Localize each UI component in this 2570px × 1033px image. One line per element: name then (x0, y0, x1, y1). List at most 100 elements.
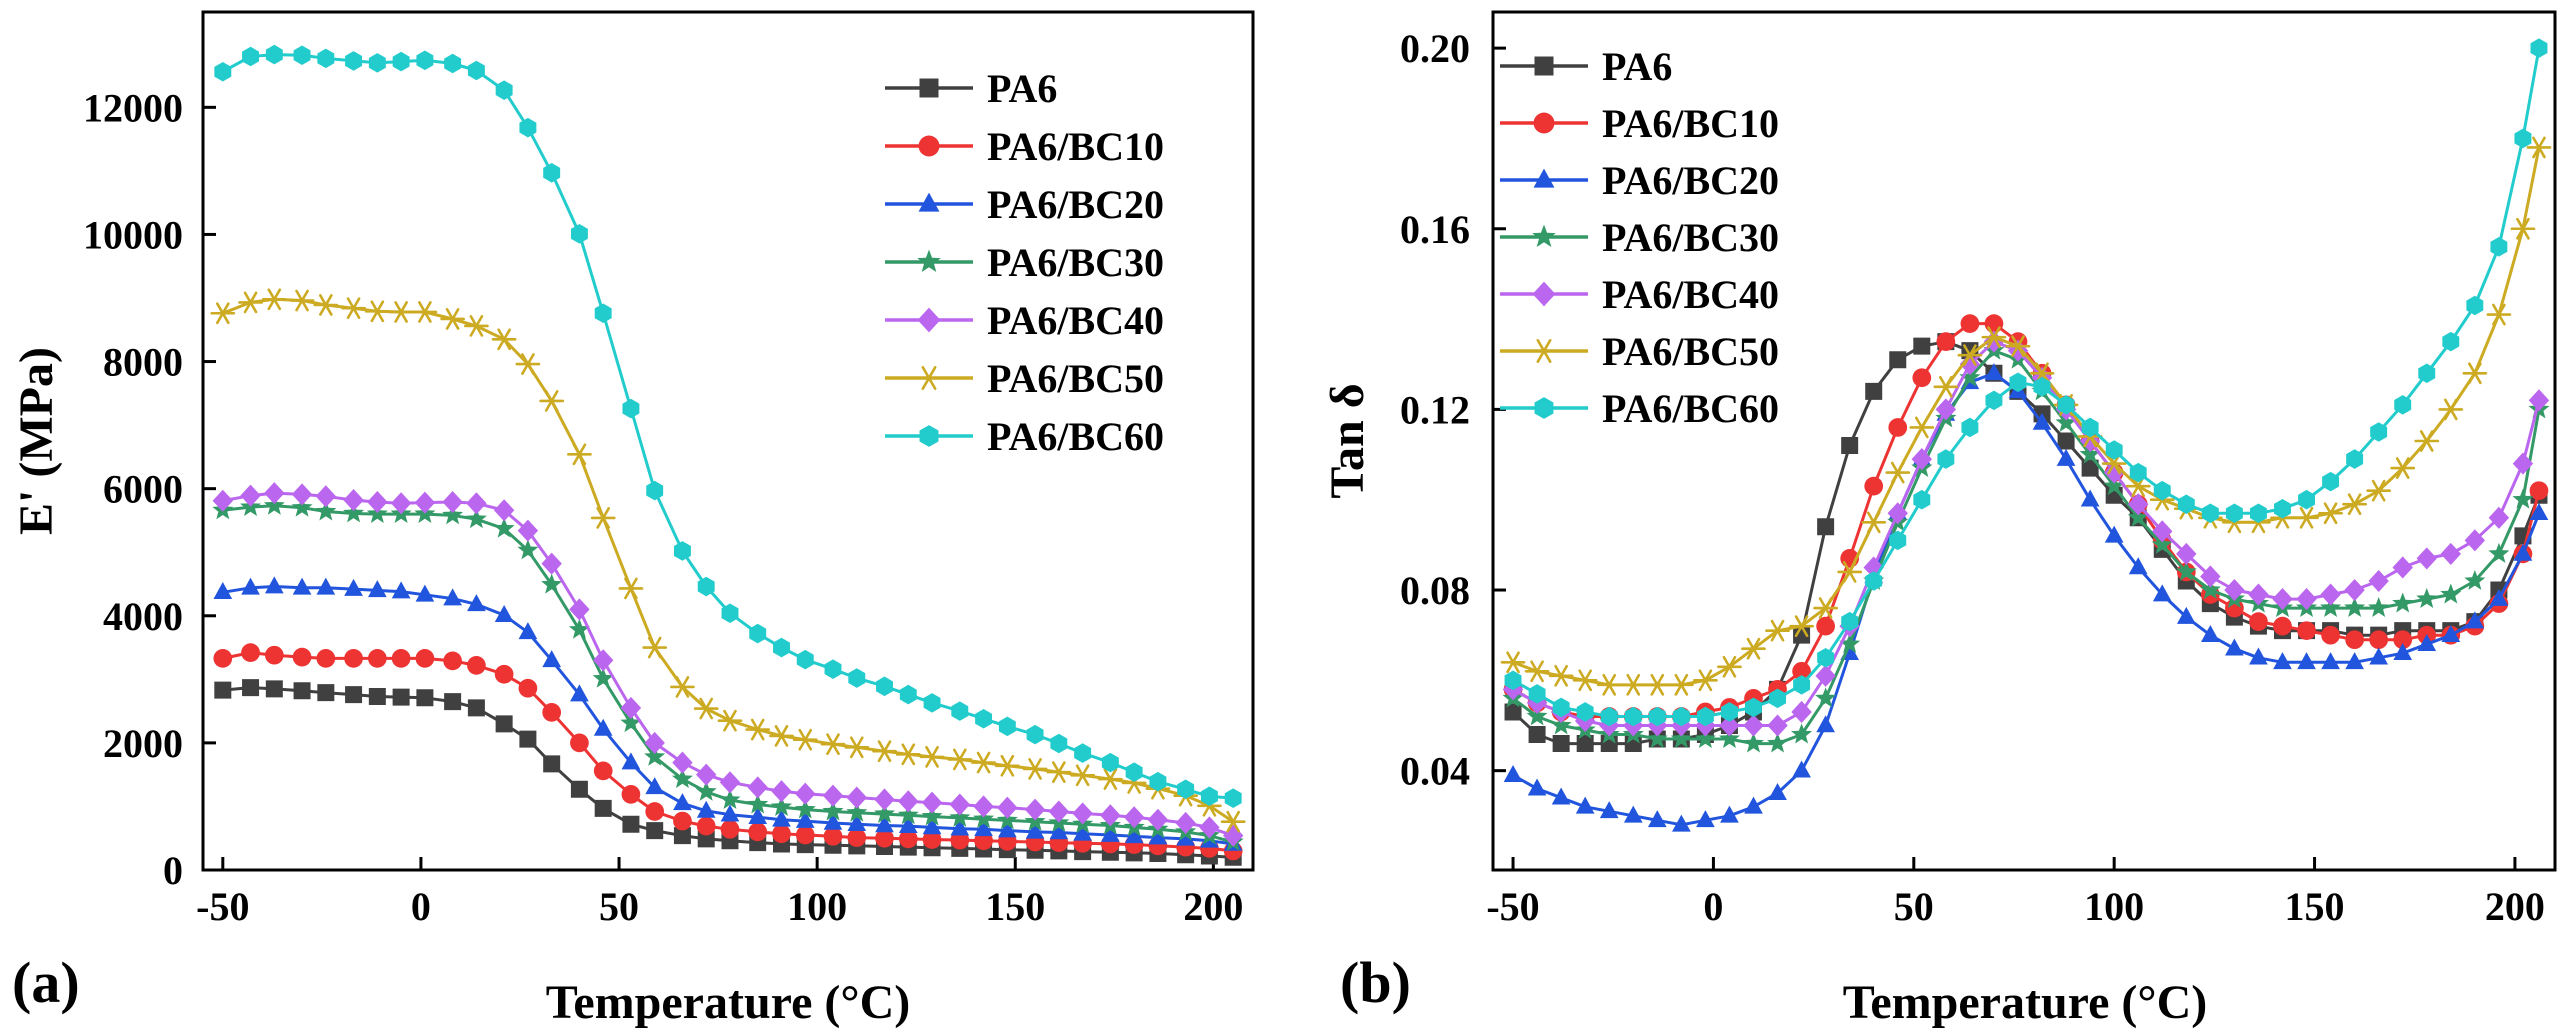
data-point (921, 791, 943, 814)
data-point (1839, 633, 1861, 654)
data-point (495, 80, 513, 100)
data-point (898, 815, 918, 833)
data-point (622, 398, 640, 419)
data-point (1528, 726, 1546, 744)
data-point (772, 824, 791, 844)
data-point (440, 308, 465, 330)
data-point (2079, 429, 2101, 453)
data-point (2128, 493, 2149, 516)
data-point (1984, 314, 2004, 333)
data-point (847, 828, 867, 847)
data-point (1224, 788, 1242, 808)
data-point (1913, 337, 1931, 355)
series-pa6-bc60 (1504, 38, 2548, 727)
data-point (673, 827, 691, 845)
data-point (2489, 588, 2509, 606)
data-point (344, 578, 363, 596)
data-point (2418, 363, 2436, 384)
data-point (2296, 588, 2317, 611)
data-point (696, 763, 717, 786)
data-point (1528, 684, 1546, 704)
data-point (1813, 597, 1838, 619)
data-point (1025, 821, 1045, 839)
data-point (1073, 823, 1092, 841)
data-point (1503, 764, 1523, 782)
data-point (1887, 502, 1908, 525)
data-point (1200, 786, 1218, 807)
panel-label: (b) (1340, 950, 1411, 1015)
data-point (1101, 752, 1119, 773)
data-point (2417, 634, 2437, 652)
data-point (1672, 814, 1691, 832)
data-point (822, 784, 844, 807)
data-point (261, 288, 287, 311)
data-point (1743, 714, 1764, 737)
data-point (464, 315, 489, 337)
series-group (1500, 38, 2552, 832)
data-point (2416, 588, 2438, 608)
data-point (1933, 375, 1959, 398)
data-point (495, 715, 513, 733)
data-point (2462, 362, 2488, 385)
data-point (1889, 530, 1907, 551)
data-point (846, 801, 868, 822)
data-point (467, 699, 485, 717)
data-point (874, 788, 895, 811)
data-point (467, 60, 485, 81)
data-point (620, 712, 642, 733)
data-point (341, 297, 366, 320)
data-point (922, 817, 942, 835)
data-point (2526, 136, 2552, 159)
data-point (671, 768, 693, 789)
data-point (392, 688, 410, 706)
data-point (2320, 583, 2341, 606)
series-pa6-bc10 (213, 643, 1243, 861)
data-point (2199, 578, 2221, 599)
data-point (1551, 787, 1571, 805)
series-pa6-bc20 (1503, 363, 2549, 832)
data-point (673, 541, 691, 561)
data-point (2512, 452, 2534, 475)
data-point (1792, 760, 1811, 778)
legend-marker (1530, 339, 1558, 363)
data-point (1912, 368, 1932, 388)
data-point (646, 822, 664, 840)
data-point (1100, 804, 1121, 827)
data-point (875, 815, 894, 833)
data-point (823, 826, 843, 846)
data-point (2390, 457, 2416, 479)
y-tick-label: 10000 (83, 212, 183, 257)
data-point (847, 814, 867, 832)
legend-label: PA6/BC60 (987, 414, 1164, 459)
data-point (898, 829, 918, 849)
data-point (264, 576, 284, 594)
data-point (594, 303, 612, 324)
data-point (994, 754, 1020, 777)
data-point (2297, 652, 2316, 670)
data-point (2369, 647, 2389, 665)
data-point (2201, 503, 2219, 524)
data-point (1791, 723, 1813, 744)
data-point (950, 818, 970, 836)
data-point (2104, 525, 2124, 543)
data-point (416, 50, 434, 71)
data-point (1765, 619, 1790, 642)
legend-marker (1532, 224, 1556, 247)
data-point (919, 746, 945, 768)
data-point (391, 649, 411, 668)
data-point (795, 782, 816, 805)
data-point (2440, 542, 2462, 565)
data-point (2249, 612, 2268, 631)
data-point (2528, 389, 2550, 412)
data-point (517, 539, 539, 560)
data-point (1199, 816, 1220, 839)
data-point (670, 676, 695, 698)
data-point (1959, 366, 1981, 387)
data-point (769, 725, 794, 747)
y-tick-label: 8000 (103, 340, 183, 385)
data-point (1648, 706, 1666, 727)
data-point (213, 649, 233, 668)
data-point (2322, 471, 2340, 492)
data-point (2129, 462, 2147, 483)
data-point (846, 786, 867, 809)
